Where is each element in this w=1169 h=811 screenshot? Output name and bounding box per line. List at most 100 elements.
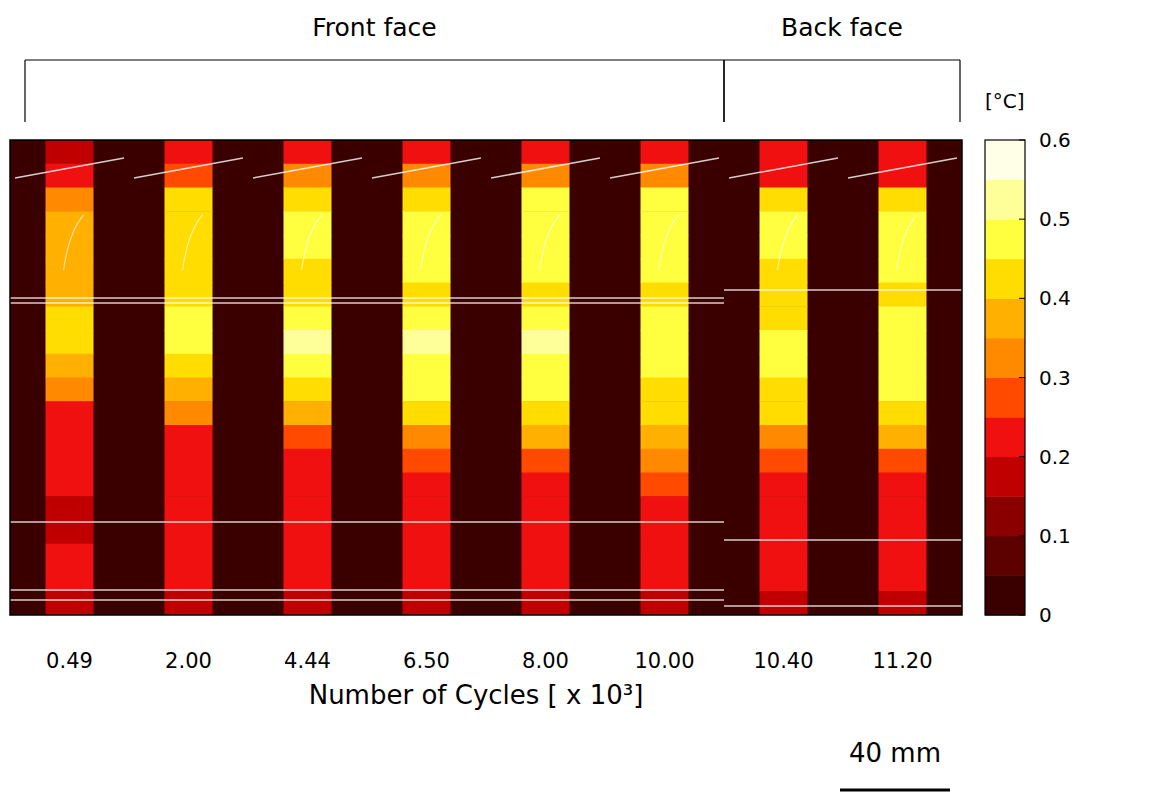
colorbar-tick-label: 0.4 <box>1039 286 1071 310</box>
cell <box>46 188 94 212</box>
cell <box>284 140 332 164</box>
cell <box>284 211 332 235</box>
cell <box>284 401 332 425</box>
cell <box>641 544 689 568</box>
cell <box>641 449 689 473</box>
cell <box>284 520 332 544</box>
cell <box>760 140 808 164</box>
cell <box>641 140 689 164</box>
category-label: 2.00 <box>165 649 212 673</box>
cell <box>760 449 808 473</box>
colorbar-step <box>985 496 1025 536</box>
cell <box>522 354 570 378</box>
cell <box>760 259 808 283</box>
colorbar-tick-label: 0.1 <box>1039 524 1071 548</box>
cell <box>165 544 213 568</box>
colorbar-tick-label: 0 <box>1039 603 1052 627</box>
cell <box>165 235 213 259</box>
cell <box>284 259 332 283</box>
colorbar-step <box>985 378 1025 418</box>
cell <box>403 378 451 402</box>
scale-bar <box>840 789 950 792</box>
cell <box>879 401 927 425</box>
specimen-edge <box>253 158 362 178</box>
cell <box>641 354 689 378</box>
cell <box>284 425 332 449</box>
cell <box>46 568 94 592</box>
image-frame <box>10 140 962 615</box>
colorbar-step <box>985 140 1025 180</box>
cell <box>403 188 451 212</box>
cell <box>522 211 570 235</box>
cell <box>46 401 94 425</box>
figure: Front faceBack face0.492.004.446.508.001… <box>0 0 1169 811</box>
colorbar-tick <box>1019 298 1025 299</box>
cell <box>760 401 808 425</box>
cell <box>522 591 570 615</box>
cell <box>46 520 94 544</box>
cell <box>760 188 808 212</box>
cell <box>522 306 570 330</box>
cell <box>879 449 927 473</box>
cell <box>522 140 570 164</box>
specimen-edge <box>729 158 838 178</box>
thermal-image <box>10 140 962 615</box>
specimen-edge <box>302 215 322 270</box>
cell <box>641 520 689 544</box>
image-background <box>10 140 962 615</box>
cell <box>641 591 689 615</box>
cell <box>403 520 451 544</box>
specimen-edge <box>724 605 962 607</box>
cell <box>165 591 213 615</box>
specimen-edge <box>897 215 917 270</box>
cell <box>760 544 808 568</box>
cell <box>165 473 213 497</box>
cell <box>641 330 689 354</box>
specimen-edge <box>10 302 724 304</box>
cell <box>760 283 808 307</box>
cell <box>165 568 213 592</box>
cell <box>879 259 927 283</box>
cell <box>879 425 927 449</box>
cell <box>522 520 570 544</box>
x-axis-title: Number of Cycles [ x 10³] <box>309 680 644 710</box>
cell <box>46 140 94 164</box>
colorbar-tick <box>1019 377 1025 378</box>
cell <box>46 259 94 283</box>
cell <box>522 568 570 592</box>
cell <box>403 401 451 425</box>
cell <box>760 235 808 259</box>
cell <box>403 425 451 449</box>
colorbar-tick <box>1019 219 1025 220</box>
cell <box>403 235 451 259</box>
specimen-edge <box>10 599 724 601</box>
cell <box>879 591 927 615</box>
group-bracket <box>723 60 724 122</box>
scale-bar-label: 40 mm <box>849 738 941 768</box>
cell <box>641 568 689 592</box>
cell <box>760 330 808 354</box>
cell <box>879 378 927 402</box>
specimen-edge <box>15 158 124 178</box>
cell <box>403 473 451 497</box>
category-label: 11.20 <box>872 649 932 673</box>
specimen-edge <box>540 215 560 270</box>
colorbar-tick <box>1019 535 1025 536</box>
cell <box>284 188 332 212</box>
cell <box>879 283 927 307</box>
colorbar-tick-label: 0.2 <box>1039 445 1071 469</box>
cell <box>284 591 332 615</box>
cell <box>760 306 808 330</box>
cell <box>284 449 332 473</box>
cell <box>403 568 451 592</box>
cell <box>46 473 94 497</box>
cell <box>522 496 570 520</box>
specimen-edge <box>64 215 84 270</box>
cell <box>641 473 689 497</box>
cell <box>284 496 332 520</box>
colorbar-step <box>985 219 1025 259</box>
cell <box>760 354 808 378</box>
cell <box>522 188 570 212</box>
specimen-edge <box>10 521 724 523</box>
cell <box>760 496 808 520</box>
